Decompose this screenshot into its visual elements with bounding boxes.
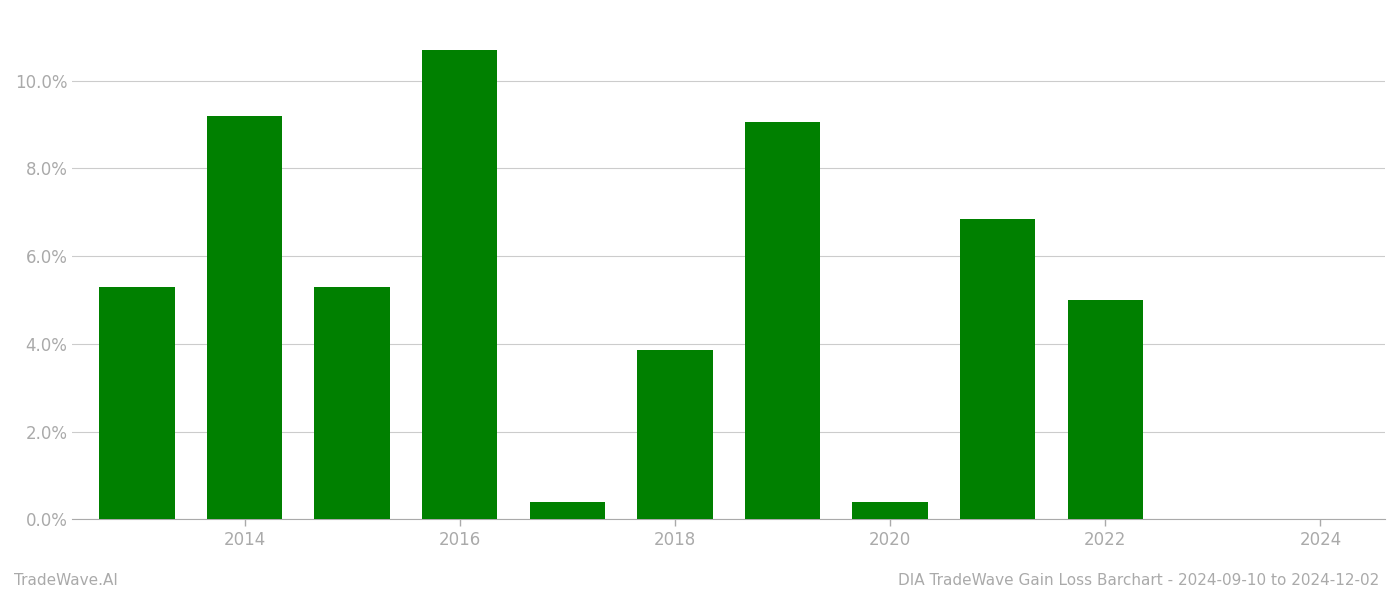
Bar (1068, 300, 1142, 519)
Text: TradeWave.AI: TradeWave.AI (14, 573, 118, 588)
Bar (421, 50, 497, 519)
Bar (529, 502, 605, 519)
Bar (745, 122, 820, 519)
Bar (99, 287, 175, 519)
Bar (637, 350, 713, 519)
Bar (315, 287, 389, 519)
Bar (207, 116, 283, 519)
Text: DIA TradeWave Gain Loss Barchart - 2024-09-10 to 2024-12-02: DIA TradeWave Gain Loss Barchart - 2024-… (897, 573, 1379, 588)
Bar (960, 219, 1036, 519)
Bar (853, 502, 928, 519)
